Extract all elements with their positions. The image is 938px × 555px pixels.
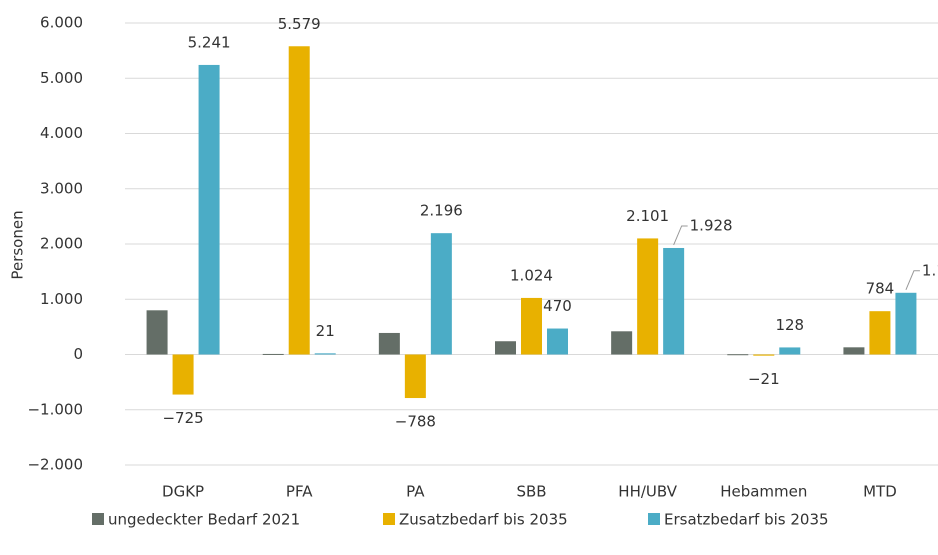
- y-tick-label: 3.000: [40, 179, 83, 197]
- bar: [727, 354, 749, 356]
- data-label: 1.928: [690, 216, 733, 234]
- legend-label: ungedeckter Bedarf 2021: [108, 511, 300, 529]
- data-label: 1.117: [922, 261, 938, 279]
- bar: [637, 238, 659, 355]
- data-label: −788: [395, 413, 436, 431]
- data-label: 21: [316, 322, 335, 340]
- bar: [262, 353, 284, 355]
- bar: [521, 297, 542, 355]
- leader-line: [673, 225, 688, 246]
- bar: [172, 354, 194, 395]
- x-tick-label: HH/UBV: [618, 483, 677, 501]
- bar: [198, 64, 220, 355]
- data-label: 5.579: [278, 15, 321, 33]
- legend-swatch: [648, 513, 660, 525]
- bar: [378, 332, 400, 355]
- bar: [288, 46, 310, 355]
- y-tick-label: −2.000: [27, 456, 83, 474]
- x-tick-label: PA: [406, 483, 425, 501]
- bar: [869, 311, 891, 355]
- data-label: −725: [162, 409, 203, 427]
- data-label: 128: [775, 316, 804, 334]
- leader-line: [905, 270, 920, 290]
- y-tick-label: 5.000: [40, 69, 83, 87]
- bar: [547, 328, 568, 355]
- y-tick-label: −1.000: [27, 400, 83, 418]
- bar: [753, 354, 775, 356]
- bar: [611, 331, 633, 355]
- x-tick-label: Hebammen: [720, 483, 807, 501]
- y-tick-label: 6.000: [40, 14, 83, 32]
- legend-label: Zusatzbedarf bis 2035: [399, 511, 568, 529]
- y-tick-label: 1.000: [40, 290, 83, 308]
- data-label: −21: [748, 370, 780, 388]
- data-label: 2.101: [626, 207, 669, 225]
- bar: [779, 347, 801, 355]
- bar: [843, 347, 865, 355]
- data-label: 784: [866, 280, 895, 298]
- bar: [314, 353, 336, 355]
- legend-label: Ersatzbedarf bis 2035: [664, 511, 829, 529]
- bar: [895, 292, 917, 355]
- x-tick-label: SBB: [516, 483, 546, 501]
- y-tick-label: 4.000: [40, 124, 83, 142]
- y-axis-label: Personen: [9, 210, 27, 279]
- x-tick-label: MTD: [863, 483, 897, 501]
- x-tick-label: PFA: [286, 483, 313, 501]
- y-tick-label: 0: [73, 345, 83, 363]
- legend-swatch: [383, 513, 395, 525]
- y-tick-label: 2.000: [40, 235, 83, 253]
- data-label: 470: [543, 297, 572, 315]
- legend-swatch: [92, 513, 104, 525]
- x-tick-label: DGKP: [162, 483, 204, 501]
- bar: [404, 354, 426, 399]
- bar: [430, 233, 452, 355]
- data-label: 5.241: [188, 33, 231, 51]
- data-label: 2.196: [420, 202, 463, 220]
- bar: [663, 247, 685, 355]
- bar: [146, 310, 168, 355]
- data-label: 1.024: [510, 266, 553, 284]
- bar: [495, 341, 516, 355]
